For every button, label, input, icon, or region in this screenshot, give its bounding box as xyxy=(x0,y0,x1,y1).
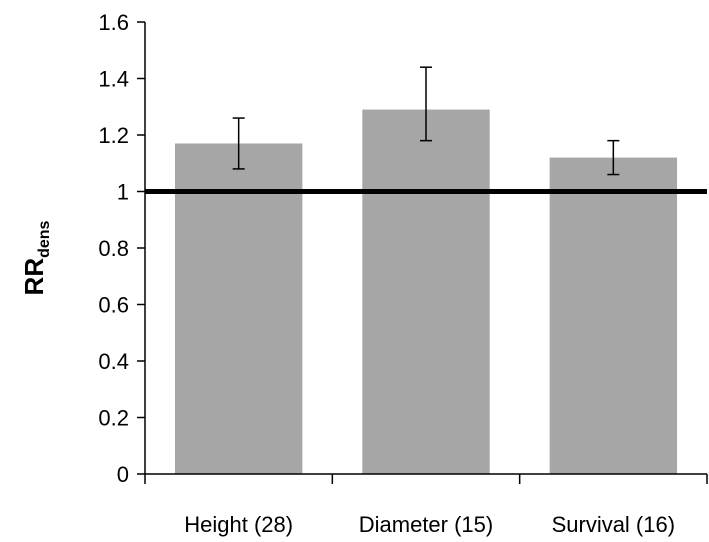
error-bars-group xyxy=(232,66,620,176)
y-tick-label: 0.8 xyxy=(98,236,129,261)
x-category-label: Diameter (15) xyxy=(359,512,493,537)
y-tick-label: 1.4 xyxy=(98,67,129,92)
error-bar-3 xyxy=(607,139,620,176)
x-category-label: Survival (16) xyxy=(552,512,675,537)
error-bar-2 xyxy=(420,66,432,142)
y-axis-label-main: RR xyxy=(19,258,49,296)
x-ticks-group: Height (28) Diameter (15) Survival (16) xyxy=(144,474,708,537)
y-ticks-group: 0 0.2 0.4 0.6 0.8 1 1.2 1.4 1.6 xyxy=(98,10,145,487)
bar-1 xyxy=(174,143,303,474)
y-tick-label: 0 xyxy=(117,462,129,487)
y-axis-label-subscript: dens xyxy=(36,220,53,257)
error-bar-1 xyxy=(232,117,245,170)
bar-3 xyxy=(549,157,678,474)
bars-group xyxy=(174,109,678,474)
y-tick-label: 0.6 xyxy=(98,293,129,318)
x-category-label: Height (28) xyxy=(184,512,293,537)
y-tick-label: 0.4 xyxy=(98,349,129,374)
y-tick-label: 1.2 xyxy=(98,123,129,148)
y-axis-label: RRdens xyxy=(19,220,53,295)
y-tick-label: 1 xyxy=(117,180,129,205)
bar-2 xyxy=(362,109,490,474)
y-tick-label: 0.2 xyxy=(98,406,129,431)
y-tick-label: 1.6 xyxy=(98,10,129,35)
